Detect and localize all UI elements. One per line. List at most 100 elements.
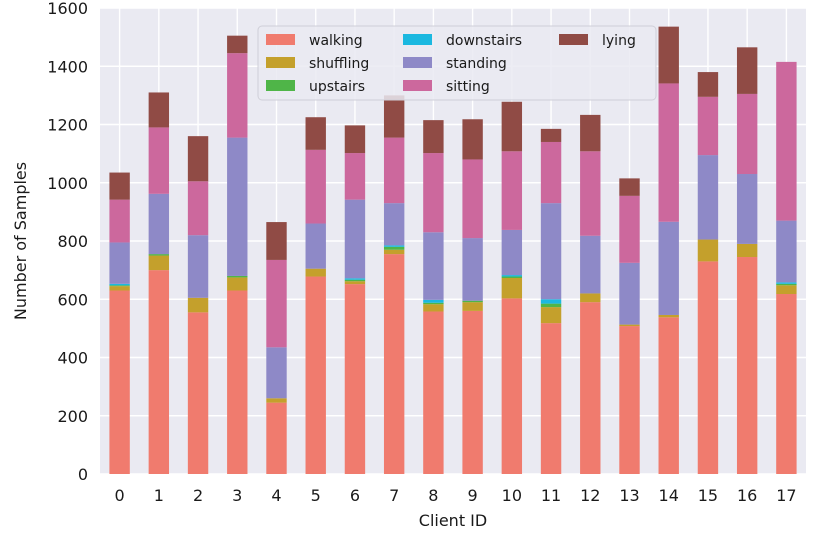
bar-sitting-client-1 — [148, 127, 170, 194]
bar-shuffling-client-13 — [619, 324, 640, 327]
bar-lying-client-2 — [187, 136, 209, 182]
bar-sitting-client-4 — [266, 259, 287, 348]
x-tick-label: 1 — [154, 486, 164, 505]
bar-walking-client-17 — [776, 294, 797, 474]
legend-label-sitting: sitting — [446, 79, 490, 95]
legend-label-shuffling: shuffling — [309, 56, 369, 72]
bar-downstairs-client-10 — [501, 275, 523, 277]
bar-shuffling-client-0 — [109, 286, 130, 291]
bar-shuffling-client-10 — [501, 277, 523, 299]
bar-standing-client-3 — [227, 137, 248, 276]
bar-walking-client-3 — [227, 290, 248, 474]
bar-shuffling-client-7 — [383, 249, 405, 255]
bar-downstairs-client-8 — [423, 299, 444, 303]
bar-lying-client-8 — [423, 120, 444, 154]
x-axis-title: Client ID — [419, 511, 487, 530]
bar-sitting-client-16 — [736, 93, 758, 175]
legend: walking shuffling upstairs downstairs standi… — [257, 25, 657, 101]
bar-shuffling-client-12 — [580, 293, 601, 303]
bar-walking-client-4 — [266, 402, 287, 474]
bar-upstairs-client-7 — [383, 246, 405, 250]
bar-sitting-client-2 — [187, 181, 209, 236]
x-tick-label: 16 — [737, 486, 757, 505]
bar-sitting-client-14 — [658, 83, 679, 222]
bar-standing-client-15 — [697, 155, 719, 240]
bar-lying-client-11 — [540, 128, 562, 142]
bar-standing-client-11 — [540, 203, 562, 300]
bar-downstairs-client-7 — [383, 245, 405, 247]
bar-shuffling-client-9 — [462, 302, 483, 311]
bar-shuffling-client-15 — [697, 239, 719, 262]
bar-standing-client-8 — [423, 232, 444, 300]
bar-sitting-client-10 — [501, 151, 523, 230]
bar-shuffling-client-8 — [423, 304, 444, 312]
bar-sitting-client-15 — [697, 96, 719, 156]
bar-shuffling-client-3 — [227, 277, 248, 291]
legend-swatch-lying — [559, 34, 588, 45]
bar-sitting-client-5 — [305, 149, 326, 224]
bar-standing-client-4 — [266, 347, 287, 399]
bar-shuffling-client-11 — [540, 307, 562, 324]
x-tick-label: 8 — [428, 486, 438, 505]
bar-lying-client-1 — [148, 92, 170, 128]
y-tick-label: 800 — [57, 232, 88, 251]
bar-downstairs-client-0 — [109, 283, 130, 286]
legend-label-lying: lying — [602, 33, 636, 49]
bar-shuffling-client-2 — [187, 297, 209, 313]
legend-swatch-downstairs — [403, 34, 432, 45]
bar-shuffling-client-4 — [266, 398, 287, 403]
y-tick-label: 400 — [57, 349, 88, 368]
bar-lying-client-4 — [266, 222, 287, 260]
bar-walking-client-8 — [423, 311, 444, 474]
bar-upstairs-client-8 — [423, 302, 444, 305]
bar-lying-client-7 — [383, 95, 405, 138]
bar-shuffling-client-16 — [736, 243, 758, 258]
bar-upstairs-client-6 — [344, 279, 366, 282]
y-tick-label: 600 — [57, 290, 88, 309]
legend-label-standing: standing — [446, 56, 507, 72]
x-tick-label: 0 — [115, 486, 125, 505]
bar-downstairs-client-6 — [344, 278, 366, 280]
legend-swatch-shuffling — [266, 57, 295, 68]
legend-label-upstairs: upstairs — [309, 79, 365, 95]
bar-standing-client-5 — [305, 223, 326, 269]
bar-walking-client-12 — [580, 302, 601, 474]
x-tick-label: 7 — [389, 486, 399, 505]
bar-standing-client-2 — [187, 235, 209, 298]
bars — [109, 26, 797, 474]
bar-upstairs-client-11 — [540, 303, 562, 308]
bar-standing-client-17 — [776, 220, 797, 283]
bar-upstairs-client-1 — [148, 254, 170, 256]
bar-walking-client-10 — [501, 298, 523, 474]
bar-walking-client-7 — [383, 254, 405, 474]
bar-sitting-client-3 — [227, 53, 248, 138]
legend-label-walking: walking — [309, 33, 363, 49]
bar-walking-client-6 — [344, 284, 366, 474]
bar-standing-client-0 — [109, 242, 130, 284]
bar-lying-client-13 — [619, 178, 640, 196]
bar-walking-client-5 — [305, 276, 326, 474]
x-tick-label: 15 — [698, 486, 718, 505]
bar-sitting-client-17 — [776, 61, 797, 221]
bar-lying-client-9 — [462, 119, 483, 160]
bar-upstairs-client-9 — [462, 300, 483, 303]
bar-standing-client-14 — [658, 221, 679, 315]
bar-walking-client-1 — [148, 270, 170, 474]
bar-standing-client-12 — [580, 235, 601, 294]
bar-sitting-client-7 — [383, 137, 405, 204]
bar-upstairs-client-3 — [227, 275, 248, 278]
bar-upstairs-client-17 — [776, 283, 797, 286]
bar-downstairs-client-17 — [776, 282, 797, 284]
bar-walking-client-16 — [736, 257, 758, 474]
bar-shuffling-client-1 — [148, 255, 170, 271]
x-tick-label: 2 — [193, 486, 203, 505]
bar-lying-client-6 — [344, 125, 366, 154]
bar-walking-client-14 — [658, 317, 679, 474]
x-tick-label: 5 — [311, 486, 321, 505]
x-tick-label: 17 — [776, 486, 796, 505]
bar-sitting-client-9 — [462, 159, 483, 239]
bar-lying-client-14 — [658, 26, 679, 84]
